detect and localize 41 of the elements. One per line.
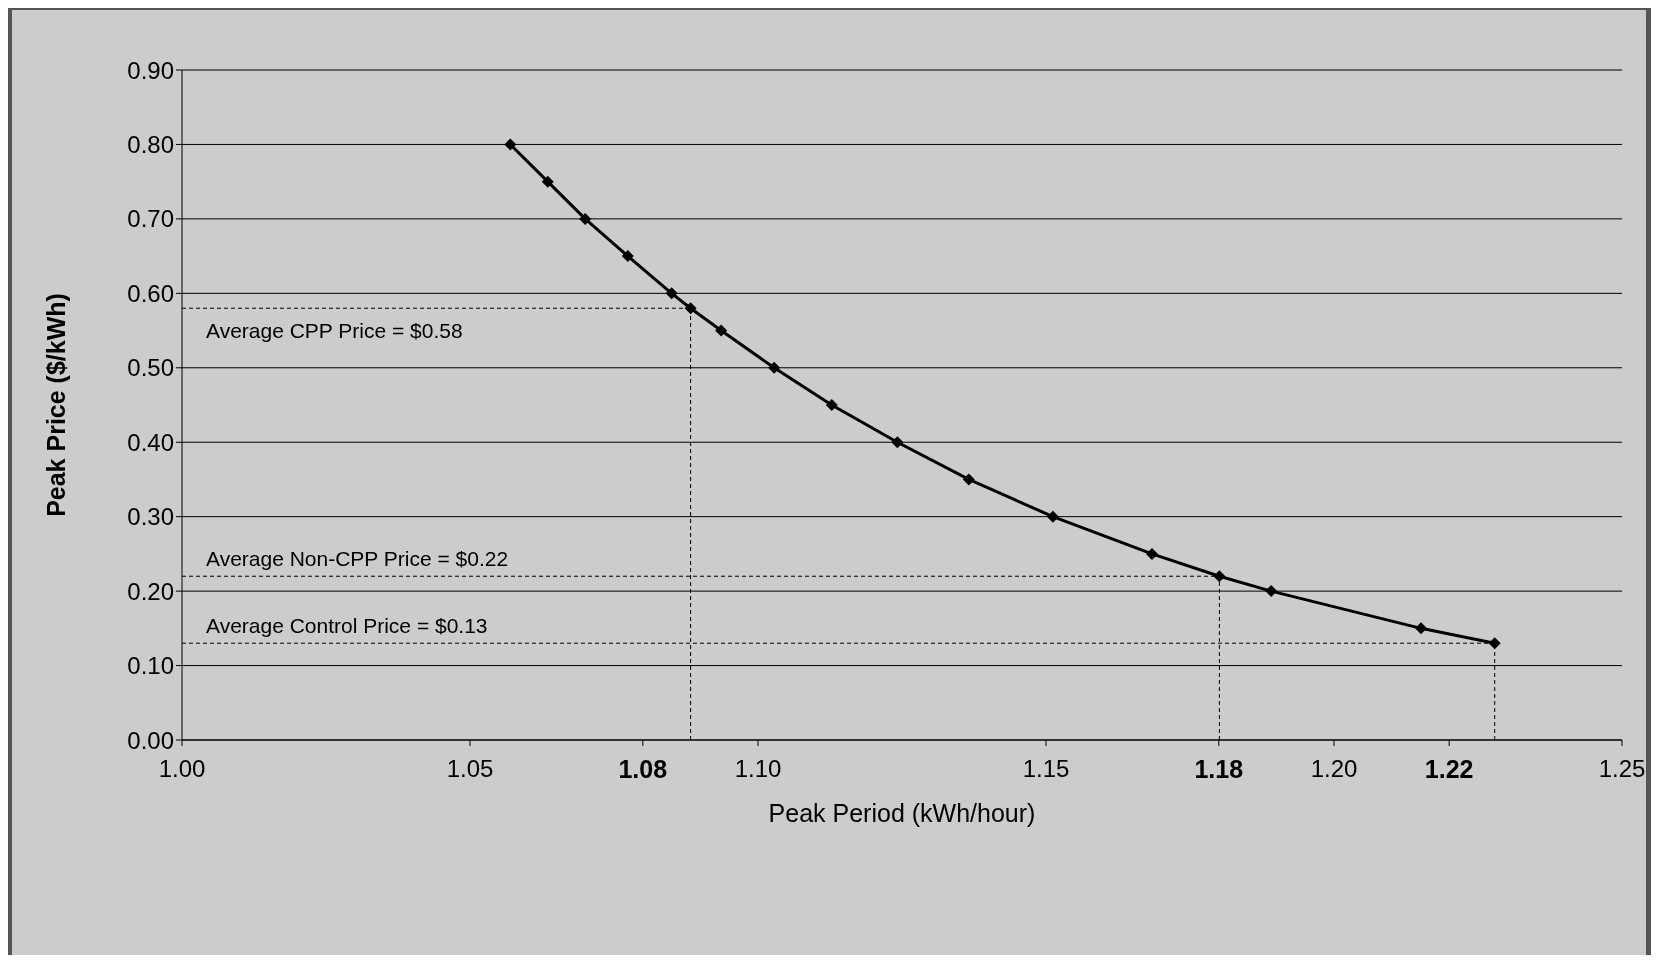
ref-line-label: Average Non-CPP Price = $0.22 (206, 547, 509, 571)
y-tick-label: 0.80 (127, 130, 174, 158)
point (1213, 570, 1226, 583)
y-tick-label: 0.00 (127, 726, 174, 754)
x-tick-label: 1.10 (734, 755, 782, 783)
point (1265, 585, 1278, 598)
ref-line-label: Average Control Price = $0.13 (206, 614, 488, 638)
y-tick-label: 0.40 (127, 428, 174, 456)
x-tick-label: 1.20 (1310, 755, 1358, 783)
point (1488, 637, 1501, 650)
x-tick-label: 1.18 (1194, 754, 1244, 783)
point (579, 212, 592, 225)
point (541, 175, 554, 188)
y-tick-label: 0.70 (127, 205, 174, 233)
point (891, 436, 904, 449)
x-tick-label: 1.22 (1424, 754, 1474, 783)
y-tick-label: 0.90 (127, 56, 174, 84)
point (768, 361, 781, 374)
y-axis-title: Peak Price ($/kWh) (41, 293, 70, 517)
x-tick-label: 1.25 (1598, 755, 1646, 783)
point (665, 287, 678, 300)
point (962, 473, 975, 486)
point (825, 399, 838, 411)
point (621, 250, 634, 263)
x-tick-label: 1.05 (446, 755, 494, 783)
y-tick-label: 0.20 (127, 577, 174, 605)
x-tick-label: 1.08 (618, 754, 668, 783)
y-tick-label: 0.60 (127, 279, 174, 307)
point (1145, 547, 1158, 560)
point (1046, 510, 1059, 523)
point (684, 302, 697, 315)
point (715, 324, 728, 337)
y-tick-label: 0.30 (127, 503, 174, 531)
x-tick-label: 1.15 (1022, 755, 1070, 783)
y-tick-label: 0.10 (127, 652, 174, 680)
ref-line-label: Average CPP Price = $0.58 (206, 319, 463, 343)
point (504, 138, 517, 151)
x-tick-label: 1.00 (158, 755, 206, 783)
x-axis-title: Peak Period (kWh/hour) (768, 799, 1036, 827)
point (1414, 622, 1427, 635)
y-tick-label: 0.50 (127, 354, 174, 382)
